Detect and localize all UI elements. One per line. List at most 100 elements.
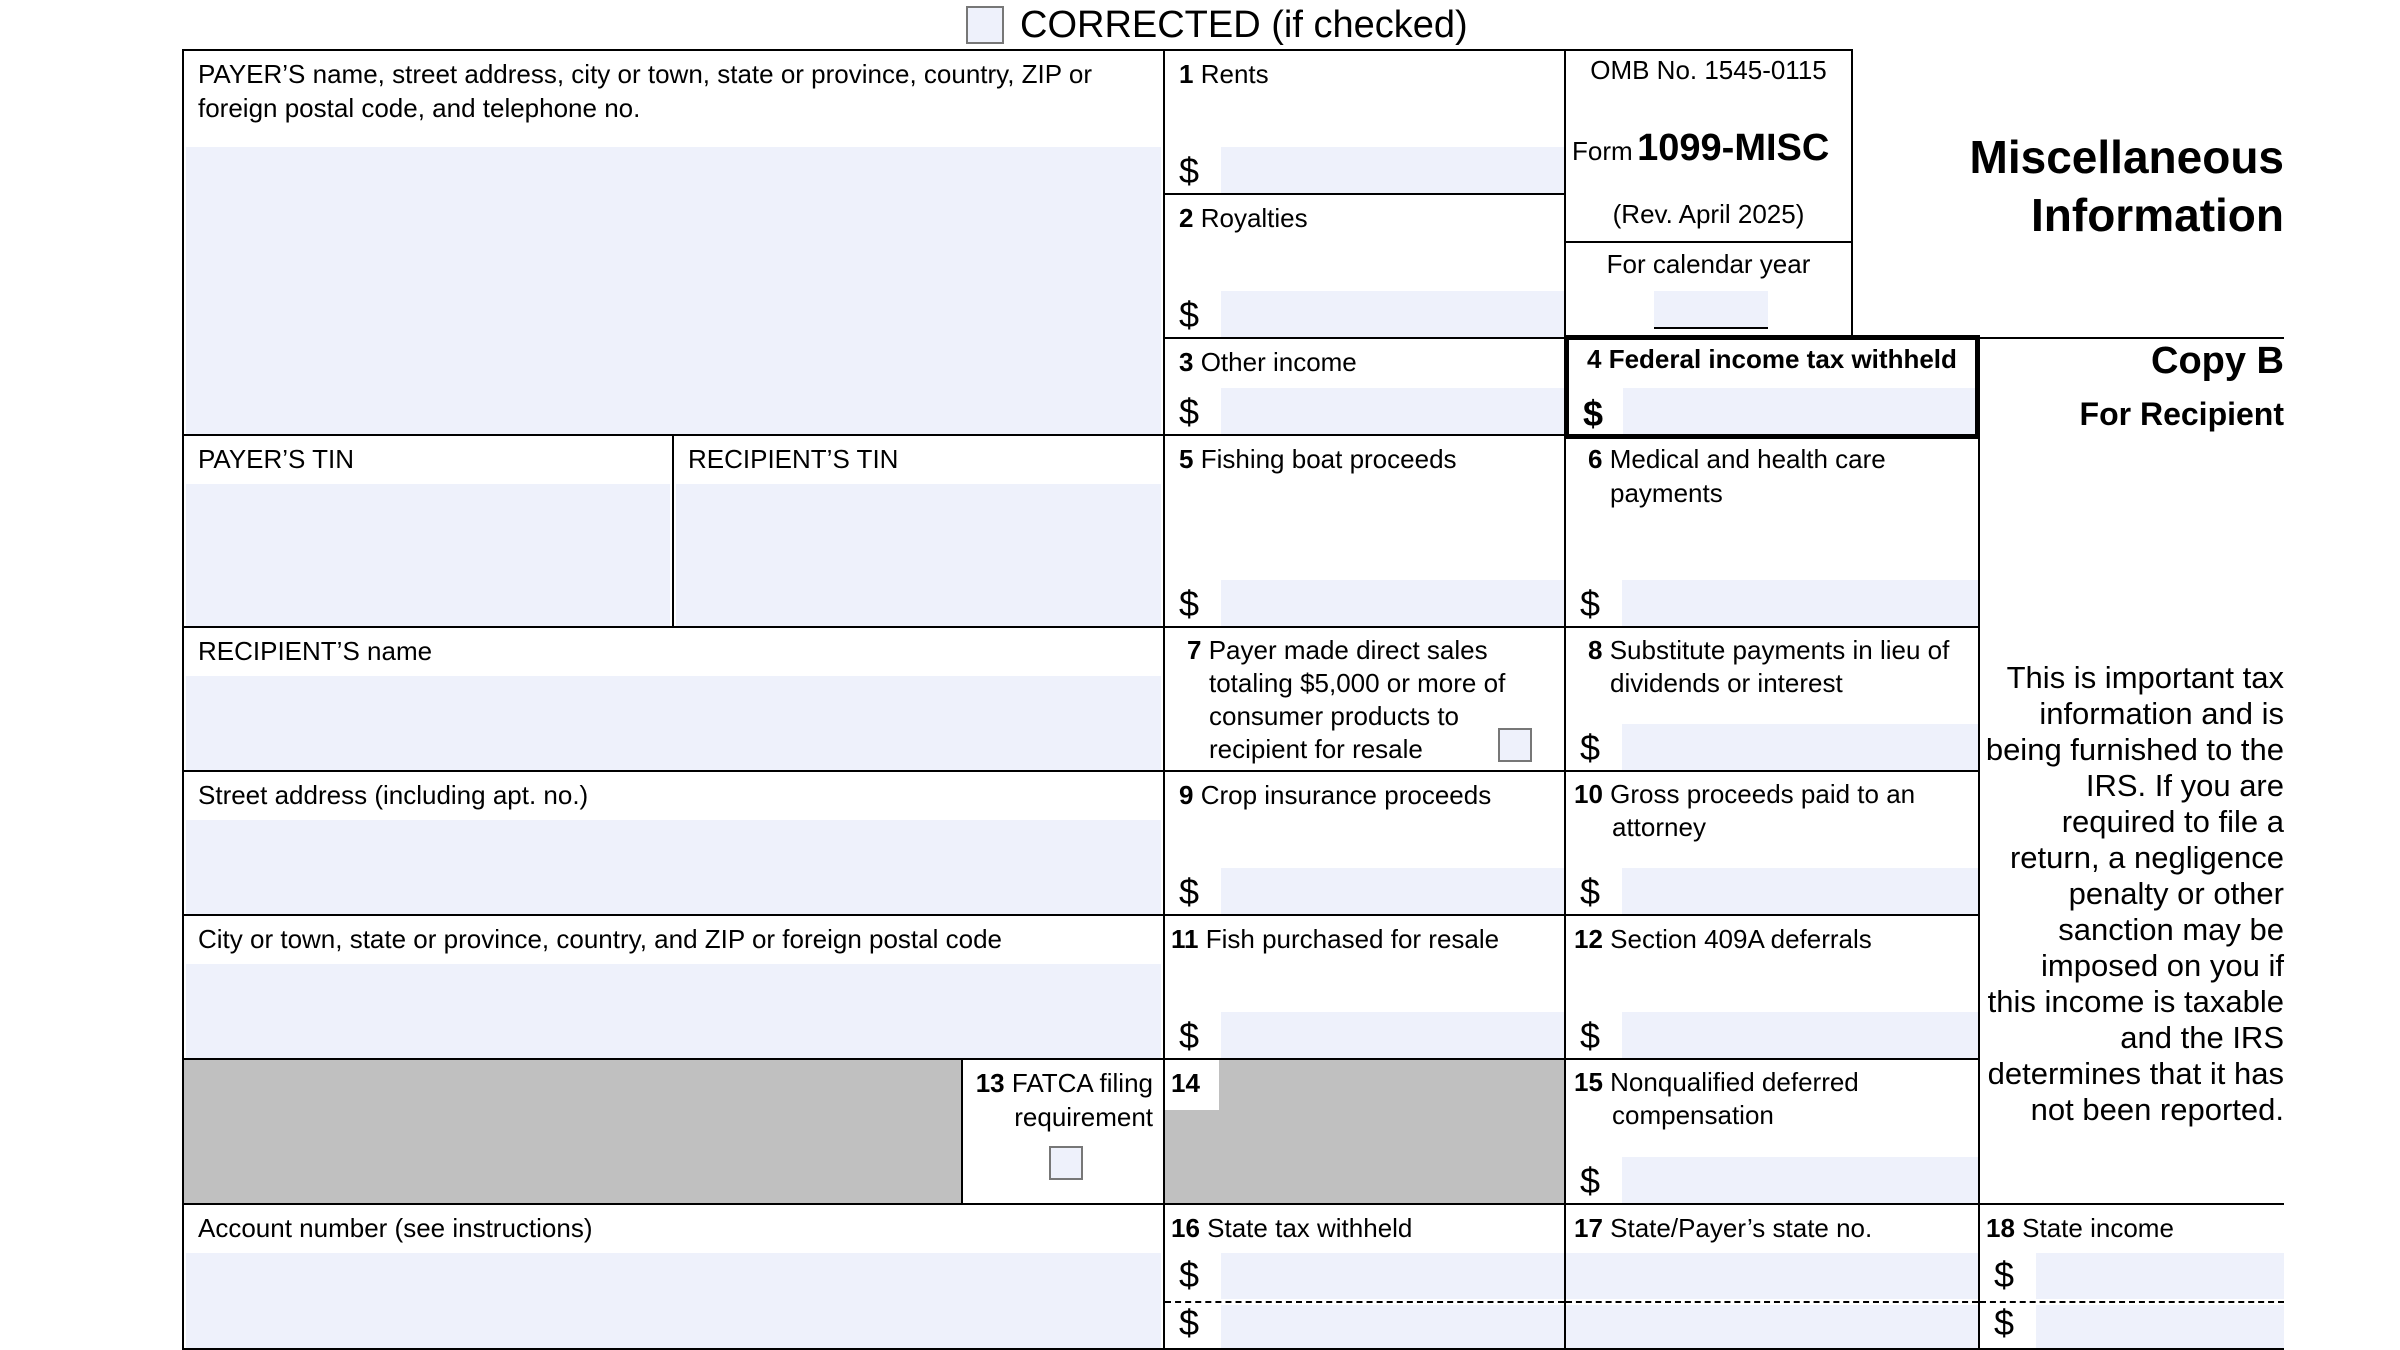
box-3-field[interactable] <box>1221 388 1564 434</box>
payer-name-field[interactable] <box>186 147 1161 434</box>
box-14-label: 14 <box>1171 1068 1200 1098</box>
box-18-state-income: 18 State income $ $ <box>1978 1203 2284 1350</box>
street-address-box: Street address (including apt. no.) <box>182 770 1165 916</box>
city-field[interactable] <box>186 964 1161 1058</box>
box-6-field[interactable] <box>1622 580 1978 626</box>
dollar-sign: $ <box>1580 1160 1601 1201</box>
recipient-tin-field[interactable] <box>676 484 1161 626</box>
city-label: City or town, state or province, country… <box>198 924 1002 954</box>
form-title: Miscellaneous Information <box>1969 131 2284 241</box>
dollar-sign: $ <box>1994 1254 2015 1295</box>
box-4-field[interactable] <box>1623 388 1975 434</box>
box-12-409a-deferrals: 12 Section 409A deferrals $ <box>1564 914 1980 1060</box>
box-8-label: Substitute payments in lieu of dividends… <box>1609 635 1950 698</box>
box-10-label: Gross proceeds paid to an attorney <box>1610 779 1916 842</box>
dollar-sign: $ <box>1179 294 1200 335</box>
account-number-field[interactable] <box>186 1253 1161 1348</box>
box-17-label: State/Payer’s state no. <box>1610 1213 1873 1243</box>
box-15-field[interactable] <box>1622 1157 1978 1203</box>
box-16-label: State tax withheld <box>1207 1213 1413 1243</box>
recipient-tin-box: RECIPIENT’S TIN <box>672 434 1165 628</box>
box-13-fatca: 13 FATCA filing requirement <box>961 1058 1165 1205</box>
box-1-rents: 1 Rents $ <box>1163 49 1566 195</box>
dollar-sign: $ <box>1583 393 1604 434</box>
box-1-label: Rents <box>1200 59 1269 89</box>
calendar-year-label: For calendar year <box>1606 249 1811 279</box>
payer-tin-box: PAYER’S TIN <box>182 434 674 628</box>
box-11-field[interactable] <box>1221 1012 1564 1058</box>
box-5-field[interactable] <box>1221 580 1564 626</box>
box-9-crop-insurance: 9 Crop insurance proceeds $ <box>1163 770 1566 916</box>
dollar-sign: $ <box>1994 1302 2015 1343</box>
box-7-direct-sales: 7 Payer made direct sales totaling $5,00… <box>1163 626 1566 772</box>
box-12-label: Section 409A deferrals <box>1610 924 1872 954</box>
form-id-box: OMB No. 1545-0115 Form 1099-MISC (Rev. A… <box>1564 49 1853 243</box>
box-16-field-2[interactable] <box>1221 1305 1564 1348</box>
dollar-sign: $ <box>1179 391 1200 432</box>
box-2-royalties: 2 Royalties $ <box>1163 193 1566 339</box>
important-notice: This is important tax information and is… <box>1985 660 2284 1127</box>
form-revision: (Rev. April 2025) <box>1612 199 1805 229</box>
box-4-label: Federal income tax withheld <box>1608 344 1957 374</box>
box-10-field[interactable] <box>1622 868 1978 914</box>
box-7-label: Payer made direct sales totaling $5,000 … <box>1208 635 1506 764</box>
dollar-sign: $ <box>1580 583 1601 624</box>
box-13-checkbox[interactable] <box>1049 1146 1083 1180</box>
box-16-state-tax: 16 State tax withheld $ $ <box>1163 1203 1566 1350</box>
copy-for-label: For Recipient <box>2079 396 2284 432</box>
corrected-checkbox[interactable] <box>966 6 1004 44</box>
account-number-label: Account number (see instructions) <box>198 1213 593 1243</box>
box-11-fish-purchased: 11 Fish purchased for resale $ <box>1163 914 1566 1060</box>
calendar-year-box: For calendar year <box>1564 241 1853 339</box>
dollar-sign: $ <box>1179 1254 1200 1295</box>
payer-name-box: PAYER’S name, street address, city or to… <box>182 49 1165 436</box>
box-4-federal-tax-withheld: 4 Federal income tax withheld $ <box>1564 335 1980 439</box>
copy-label: Copy B <box>2151 340 2284 382</box>
box-18-field-1[interactable] <box>2036 1253 2284 1299</box>
box-7-checkbox[interactable] <box>1498 728 1532 762</box>
box-11-label: Fish purchased for resale <box>1205 924 1500 954</box>
dollar-sign: $ <box>1179 583 1200 624</box>
box-15-nonqualified-deferred: 15 Nonqualified deferred compensation $ <box>1564 1058 1980 1205</box>
omb-number: OMB No. 1545-0115 <box>1590 55 1827 85</box>
box-5-label: Fishing boat proceeds <box>1200 444 1457 474</box>
recipient-name-box: RECIPIENT’S name <box>182 626 1165 772</box>
box-6-medical: 6 Medical and health care payments $ <box>1564 434 1980 628</box>
box-14: 14 <box>1163 1058 1566 1205</box>
dollar-sign: $ <box>1179 1302 1200 1343</box>
box-5-fishing-boat: 5 Fishing boat proceeds $ <box>1163 434 1566 628</box>
box-18-label: State income <box>2022 1213 2174 1243</box>
box-3-label: Other income <box>1200 347 1357 377</box>
box-15-label: Nonqualified deferred compensation <box>1610 1067 1859 1130</box>
box-10-attorney-proceeds: 10 Gross proceeds paid to an attorney $ <box>1564 770 1980 916</box>
dollar-sign: $ <box>1179 871 1200 912</box>
box-8-substitute-payments: 8 Substitute payments in lieu of dividen… <box>1564 626 1980 772</box>
recipient-name-field[interactable] <box>186 676 1161 770</box>
street-address-field[interactable] <box>186 820 1161 914</box>
box-17-field-1[interactable] <box>1566 1253 1978 1299</box>
box-3-other-income: 3 Other income $ <box>1163 337 1566 436</box>
box-16-field-1[interactable] <box>1221 1253 1564 1299</box>
payer-tin-field[interactable] <box>186 484 670 626</box>
recipient-tin-label: RECIPIENT’S TIN <box>688 444 899 474</box>
box-2-field[interactable] <box>1221 291 1564 337</box>
corrected-label: CORRECTED (if checked) <box>1020 4 1468 46</box>
dollar-sign: $ <box>1580 1015 1601 1056</box>
box-17-field-2[interactable] <box>1566 1305 1978 1348</box>
box-6-label: Medical and health care payments <box>1609 444 1886 508</box>
calendar-year-field[interactable] <box>1654 291 1768 329</box>
shaded-area <box>182 1058 963 1205</box>
box-8-field[interactable] <box>1622 724 1978 770</box>
box-1-field[interactable] <box>1221 147 1564 193</box>
box-17-state-no: 17 State/Payer’s state no. <box>1564 1203 1980 1350</box>
box-18-field-2[interactable] <box>2036 1305 2284 1348</box>
box-12-field[interactable] <box>1622 1012 1978 1058</box>
recipient-name-label: RECIPIENT’S name <box>198 636 433 666</box>
box-9-field[interactable] <box>1221 868 1564 914</box>
dollar-sign: $ <box>1179 1015 1200 1056</box>
city-box: City or town, state or province, country… <box>182 914 1165 1060</box>
form-number: Form 1099-MISC <box>1572 127 1830 169</box>
dollar-sign: $ <box>1580 727 1601 768</box>
dollar-sign: $ <box>1580 871 1601 912</box>
